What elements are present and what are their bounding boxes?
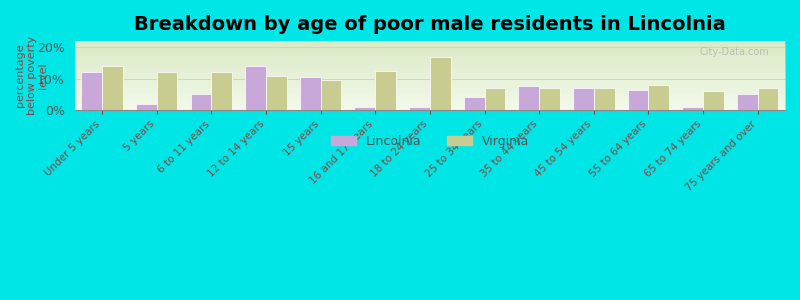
Bar bbox=[649, 85, 669, 110]
Bar bbox=[485, 88, 506, 110]
Bar bbox=[464, 98, 485, 110]
Bar bbox=[102, 66, 123, 110]
Bar bbox=[518, 86, 539, 110]
Bar bbox=[136, 104, 157, 110]
Bar bbox=[321, 80, 342, 110]
Bar bbox=[266, 76, 286, 110]
Bar bbox=[594, 88, 614, 110]
Bar bbox=[682, 107, 703, 110]
Bar bbox=[703, 91, 724, 110]
Bar bbox=[573, 88, 594, 110]
Legend: Lincolnia, Virginia: Lincolnia, Virginia bbox=[326, 130, 534, 153]
Bar bbox=[375, 71, 396, 110]
Bar bbox=[649, 85, 669, 110]
Bar bbox=[628, 90, 649, 110]
Bar bbox=[190, 94, 211, 110]
Bar bbox=[409, 107, 430, 110]
Bar bbox=[737, 94, 758, 110]
Bar bbox=[321, 80, 342, 110]
Bar bbox=[573, 88, 594, 110]
Bar bbox=[464, 98, 485, 110]
Bar bbox=[485, 88, 506, 110]
Bar bbox=[539, 88, 560, 110]
Bar bbox=[211, 72, 232, 110]
Bar bbox=[758, 88, 778, 110]
Bar bbox=[211, 72, 232, 110]
Bar bbox=[102, 66, 123, 110]
Title: Breakdown by age of poor male residents in Lincolnia: Breakdown by age of poor male residents … bbox=[134, 15, 726, 34]
Y-axis label: percentage
below poverty
level: percentage below poverty level bbox=[15, 36, 48, 115]
Bar bbox=[430, 57, 450, 110]
Bar bbox=[300, 77, 321, 110]
Bar bbox=[354, 107, 375, 110]
Bar bbox=[375, 71, 396, 110]
Bar bbox=[518, 86, 539, 110]
Bar bbox=[246, 66, 266, 110]
Bar bbox=[136, 104, 157, 110]
Bar bbox=[703, 91, 724, 110]
Bar bbox=[82, 72, 102, 110]
Bar bbox=[737, 94, 758, 110]
Bar bbox=[594, 88, 614, 110]
Bar bbox=[628, 90, 649, 110]
Bar bbox=[758, 88, 778, 110]
Bar bbox=[82, 72, 102, 110]
Bar bbox=[430, 57, 450, 110]
Bar bbox=[157, 72, 178, 110]
Bar bbox=[354, 107, 375, 110]
Bar bbox=[682, 107, 703, 110]
Bar bbox=[266, 76, 286, 110]
Bar bbox=[246, 66, 266, 110]
Bar bbox=[157, 72, 178, 110]
Bar bbox=[300, 77, 321, 110]
Bar bbox=[539, 88, 560, 110]
Bar bbox=[190, 94, 211, 110]
Bar bbox=[409, 107, 430, 110]
Text: City-Data.com: City-Data.com bbox=[700, 46, 770, 57]
